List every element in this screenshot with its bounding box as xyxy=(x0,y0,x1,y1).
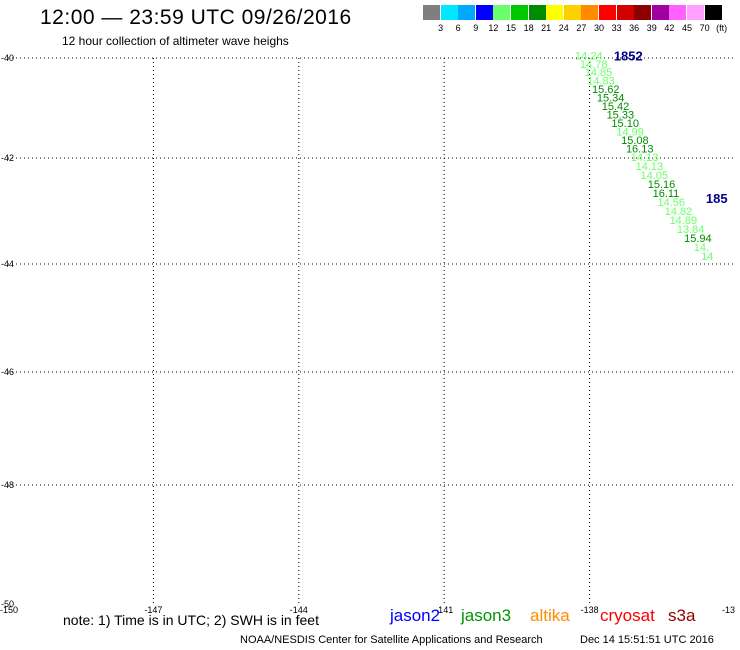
lat-tick-label: -50 xyxy=(1,599,14,609)
legend-label: 3 xyxy=(438,23,444,33)
swh-observation: 14.24 xyxy=(575,51,603,63)
lon-tick-label: -144 xyxy=(290,605,308,615)
swh-observation: 15.08 xyxy=(621,135,649,147)
lat-tick-label: -40 xyxy=(1,53,14,63)
legend-swatch xyxy=(423,5,440,20)
legend-label: 27 xyxy=(576,23,587,33)
lon-tick-label: -138 xyxy=(581,605,599,615)
legend-label: 39 xyxy=(646,23,657,33)
legend-swatch xyxy=(599,5,616,20)
swh-observation: 14.13 xyxy=(631,152,659,164)
legend-label: 15 xyxy=(505,23,516,33)
legend-swatch xyxy=(634,5,652,20)
swh-observation: 14.78 xyxy=(580,59,608,71)
swh-observation: 14.89 xyxy=(670,215,698,227)
satellite-label-s3a: s3a xyxy=(668,606,696,625)
swh-observation: 15.33 xyxy=(607,110,635,122)
satellite-label-jason3: jason3 xyxy=(461,606,512,625)
legend-swatch xyxy=(616,5,634,20)
page-title: 12:00 — 23:59 UTC 09/26/2016 xyxy=(40,6,352,29)
legend-label: 33 xyxy=(611,23,622,33)
satellite-label-altika: altika xyxy=(530,606,570,625)
legend-swatch xyxy=(563,5,581,20)
swh-observation: 14. xyxy=(694,242,709,254)
legend-unit: (ft) xyxy=(716,23,728,33)
page-subtitle: 12 hour collection of altimeter wave hei… xyxy=(62,34,289,48)
swh-observation: 16.13 xyxy=(626,144,654,156)
swh-observation: 13.84 xyxy=(677,224,705,236)
swh-observation: 14.99 xyxy=(616,127,644,139)
legend-swatch xyxy=(511,5,528,20)
swh-observation: 16.11 xyxy=(653,188,680,200)
lat-tick-label: -42 xyxy=(1,153,14,163)
swh-observation: 15.94 xyxy=(684,233,712,245)
lon-tick-label: -141 xyxy=(435,605,453,615)
satellite-label-cryosat: cryosat xyxy=(600,606,655,625)
legend-label: 42 xyxy=(664,23,675,33)
legend-swatch xyxy=(493,5,511,20)
swh-observation: 15.42 xyxy=(602,101,630,113)
legend-label: 24 xyxy=(558,23,569,33)
legend-swatch xyxy=(458,5,476,20)
swh-observation: 14 xyxy=(701,251,713,263)
lat-tick-label: -44 xyxy=(1,259,14,269)
swh-observation: 14.05 xyxy=(640,170,668,182)
legend-label: 70 xyxy=(699,23,710,33)
legend-swatch xyxy=(651,5,669,20)
lon-tick-label: -147 xyxy=(144,605,162,615)
footer-timestamp: Dec 14 15:51:51 UTC 2016 xyxy=(580,634,714,646)
swh-observation: 14.85 xyxy=(585,67,613,79)
legend-swatch xyxy=(581,5,599,20)
swh-observation: 15.16 xyxy=(648,179,676,191)
note-text: note: 1) Time is in UTC; 2) SWH is in fe… xyxy=(63,612,319,628)
legend-label: 21 xyxy=(541,23,552,33)
swh-observation: 15.62 xyxy=(592,84,620,96)
legend-swatch xyxy=(669,5,687,20)
legend-swatch xyxy=(440,5,458,20)
legend-label: 36 xyxy=(629,23,640,33)
legend-label: 12 xyxy=(488,23,499,33)
legend-swatch xyxy=(704,5,722,20)
swh-observation: 14.56 xyxy=(657,197,685,209)
swh-observation: 14.83 xyxy=(587,76,615,88)
lat-tick-label: -48 xyxy=(1,480,14,490)
legend-swatch xyxy=(475,5,493,20)
legend-swatch xyxy=(546,5,564,20)
lat-tick-label: -46 xyxy=(1,367,14,377)
lon-tick-label: -13 xyxy=(722,605,735,615)
swh-observation: 14.82 xyxy=(665,206,693,218)
legend-swatch xyxy=(687,5,704,20)
legend-label: 30 xyxy=(593,23,604,33)
legend-label: 6 xyxy=(455,23,461,33)
footer-credit: NOAA/NESDIS Center for Satellite Applica… xyxy=(240,634,543,646)
pass-time-label: 1852 xyxy=(614,49,643,64)
legend-label: 9 xyxy=(473,23,479,33)
legend-swatch xyxy=(528,5,546,20)
swh-observation: 15.34 xyxy=(597,93,625,105)
satellite-label-jason2: jason2 xyxy=(390,606,441,625)
legend-label: 18 xyxy=(523,23,534,33)
swh-observation: 14.13 xyxy=(636,161,664,173)
legend-label: 45 xyxy=(681,23,692,33)
swh-observation: 15.10 xyxy=(611,118,639,130)
lon-tick-label: -150 xyxy=(0,605,18,615)
pass-time-label: 185 xyxy=(706,191,728,206)
